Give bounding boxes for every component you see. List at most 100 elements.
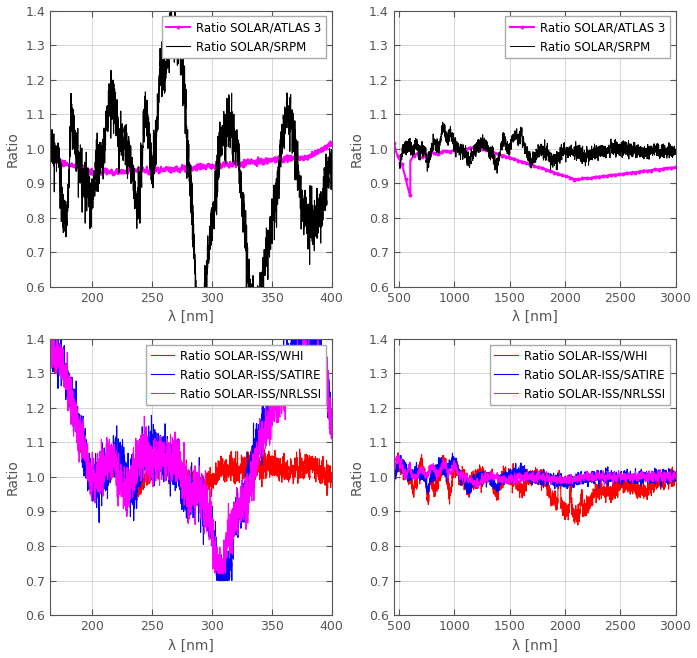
Ratio SOLAR-ISS/SATIRE <box>671 472 680 480</box>
Line: Ratio SOLAR-ISS/WHI: Ratio SOLAR-ISS/WHI <box>394 453 675 525</box>
Ratio SOLAR/ATLAS 3 <box>78 166 86 174</box>
Ratio SOLAR/ATLAS 3 <box>649 166 657 174</box>
Ratio SOLAR-ISS/NRLSSI <box>328 409 336 417</box>
Ratio SOLAR/ATLAS 3 <box>510 155 519 163</box>
Ratio SOLAR-ISS/WHI <box>671 478 680 486</box>
Line: Ratio SOLAR-ISS/NRLSSI: Ratio SOLAR-ISS/NRLSSI <box>394 455 675 488</box>
Ratio SOLAR-ISS/WHI <box>649 486 657 494</box>
Ratio SOLAR-ISS/SATIRE <box>328 434 336 442</box>
Ratio SOLAR/ATLAS 3 <box>390 139 398 147</box>
Ratio SOLAR/SRPM <box>595 152 603 160</box>
Ratio SOLAR/SRPM <box>328 151 336 159</box>
Ratio SOLAR-ISS/NRLSSI <box>595 472 603 480</box>
Ratio SOLAR-ISS/SATIRE <box>47 328 55 336</box>
Ratio SOLAR-ISS/WHI <box>328 473 336 481</box>
X-axis label: λ [nm]: λ [nm] <box>168 638 214 653</box>
Ratio SOLAR/ATLAS 3 <box>166 164 174 172</box>
Ratio SOLAR-ISS/SATIRE <box>390 473 398 481</box>
Ratio SOLAR/ATLAS 3 <box>326 138 335 145</box>
Ratio SOLAR-ISS/NRLSSI <box>292 356 300 364</box>
Ratio SOLAR-ISS/WHI <box>46 334 54 342</box>
Ratio SOLAR-ISS/WHI <box>154 449 162 457</box>
Ratio SOLAR/ATLAS 3 <box>328 140 336 148</box>
Ratio SOLAR-ISS/WHI <box>166 467 174 475</box>
Ratio SOLAR/SRPM <box>649 147 657 155</box>
Legend: Ratio SOLAR/ATLAS 3, Ratio SOLAR/SRPM: Ratio SOLAR/ATLAS 3, Ratio SOLAR/SRPM <box>505 16 670 58</box>
Line: Ratio SOLAR/ATLAS 3: Ratio SOLAR/ATLAS 3 <box>392 142 677 197</box>
Ratio SOLAR-ISS/NRLSSI <box>649 468 657 476</box>
Y-axis label: Ratio: Ratio <box>349 131 363 166</box>
Ratio SOLAR-ISS/WHI <box>78 443 86 451</box>
Ratio SOLAR/ATLAS 3 <box>671 163 680 171</box>
Ratio SOLAR-ISS/NRLSSI <box>46 348 54 356</box>
X-axis label: λ [nm]: λ [nm] <box>512 638 558 653</box>
Ratio SOLAR/SRPM <box>510 131 519 139</box>
Ratio SOLAR-ISS/SATIRE <box>448 449 457 457</box>
Legend: Ratio SOLAR-ISS/WHI, Ratio SOLAR-ISS/SATIRE, Ratio SOLAR-ISS/NRLSSI: Ratio SOLAR-ISS/WHI, Ratio SOLAR-ISS/SAT… <box>146 345 326 405</box>
Ratio SOLAR-ISS/SATIRE <box>523 475 532 483</box>
Ratio SOLAR-ISS/NRLSSI <box>663 472 671 480</box>
Ratio SOLAR/SRPM <box>523 155 532 163</box>
Ratio SOLAR-ISS/SATIRE <box>663 469 671 477</box>
Ratio SOLAR-ISS/SATIRE <box>154 430 162 438</box>
Legend: Ratio SOLAR/ATLAS 3, Ratio SOLAR/SRPM: Ratio SOLAR/ATLAS 3, Ratio SOLAR/SRPM <box>162 16 326 58</box>
Ratio SOLAR/SRPM <box>663 154 671 162</box>
Ratio SOLAR-ISS/NRLSSI <box>95 455 103 463</box>
Ratio SOLAR/ATLAS 3 <box>663 164 671 172</box>
Ratio SOLAR/SRPM <box>508 136 516 143</box>
Y-axis label: Ratio: Ratio <box>349 459 363 495</box>
Ratio SOLAR-ISS/NRLSSI <box>390 468 398 476</box>
Ratio SOLAR-ISS/WHI <box>292 464 300 472</box>
Line: Ratio SOLAR-ISS/SATIRE: Ratio SOLAR-ISS/SATIRE <box>394 453 675 494</box>
Ratio SOLAR/SRPM <box>46 130 54 138</box>
Ratio SOLAR-ISS/SATIRE <box>46 330 54 338</box>
Ratio SOLAR/ATLAS 3 <box>406 193 415 201</box>
Ratio SOLAR/ATLAS 3 <box>508 155 516 163</box>
Ratio SOLAR-ISS/WHI <box>322 470 330 478</box>
Ratio SOLAR-ISS/WHI <box>46 328 54 336</box>
Ratio SOLAR-ISS/WHI <box>95 463 103 471</box>
Legend: Ratio SOLAR-ISS/WHI, Ratio SOLAR-ISS/SATIRE, Ratio SOLAR-ISS/NRLSSI: Ratio SOLAR-ISS/WHI, Ratio SOLAR-ISS/SAT… <box>489 345 670 405</box>
Ratio SOLAR/SRPM <box>322 198 330 206</box>
Ratio SOLAR-ISS/SATIRE <box>595 476 603 484</box>
Ratio SOLAR/ATLAS 3 <box>523 160 532 168</box>
Ratio SOLAR/ATLAS 3 <box>154 166 162 174</box>
Line: Ratio SOLAR/SRPM: Ratio SOLAR/SRPM <box>399 122 675 173</box>
Ratio SOLAR-ISS/SATIRE <box>510 469 519 477</box>
Ratio SOLAR/SRPM <box>195 351 204 359</box>
Ratio SOLAR-ISS/SATIRE <box>424 490 432 498</box>
Ratio SOLAR-ISS/WHI <box>390 468 398 476</box>
Ratio SOLAR-ISS/NRLSSI <box>322 389 330 397</box>
Ratio SOLAR-ISS/WHI <box>508 475 516 483</box>
Ratio SOLAR/SRPM <box>95 172 103 180</box>
Ratio SOLAR-ISS/NRLSSI <box>395 451 403 459</box>
Ratio SOLAR-ISS/WHI <box>203 498 211 506</box>
Ratio SOLAR-ISS/NRLSSI <box>49 328 58 336</box>
Ratio SOLAR-ISS/WHI <box>574 521 582 529</box>
X-axis label: λ [nm]: λ [nm] <box>168 310 214 324</box>
Ratio SOLAR-ISS/WHI <box>595 490 603 498</box>
Ratio SOLAR-ISS/NRLSSI <box>474 484 482 492</box>
Ratio SOLAR-ISS/NRLSSI <box>508 476 516 484</box>
Ratio SOLAR-ISS/NRLSSI <box>78 436 86 444</box>
Ratio SOLAR/ATLAS 3 <box>292 155 300 163</box>
Ratio SOLAR-ISS/NRLSSI <box>166 461 174 469</box>
Ratio SOLAR-ISS/WHI <box>523 479 532 487</box>
Line: Ratio SOLAR-ISS/NRLSSI: Ratio SOLAR-ISS/NRLSSI <box>50 332 332 574</box>
Ratio SOLAR-ISS/NRLSSI <box>510 469 519 477</box>
Ratio SOLAR/ATLAS 3 <box>322 143 330 151</box>
Ratio SOLAR/ATLAS 3 <box>95 170 103 178</box>
Line: Ratio SOLAR/SRPM: Ratio SOLAR/SRPM <box>50 5 332 355</box>
Y-axis label: Ratio: Ratio <box>6 131 20 166</box>
Ratio SOLAR-ISS/SATIRE <box>322 358 330 366</box>
Line: Ratio SOLAR-ISS/WHI: Ratio SOLAR-ISS/WHI <box>50 332 332 502</box>
Ratio SOLAR-ISS/WHI <box>394 449 402 457</box>
Y-axis label: Ratio: Ratio <box>6 459 20 495</box>
Line: Ratio SOLAR-ISS/SATIRE: Ratio SOLAR-ISS/SATIRE <box>50 332 332 580</box>
Ratio SOLAR/SRPM <box>166 20 174 28</box>
Ratio SOLAR/ATLAS 3 <box>46 154 54 162</box>
Line: Ratio SOLAR/ATLAS 3: Ratio SOLAR/ATLAS 3 <box>49 140 333 178</box>
Ratio SOLAR-ISS/NRLSSI <box>154 448 162 456</box>
Ratio SOLAR/SRPM <box>292 147 300 155</box>
Ratio SOLAR-ISS/SATIRE <box>213 576 221 584</box>
